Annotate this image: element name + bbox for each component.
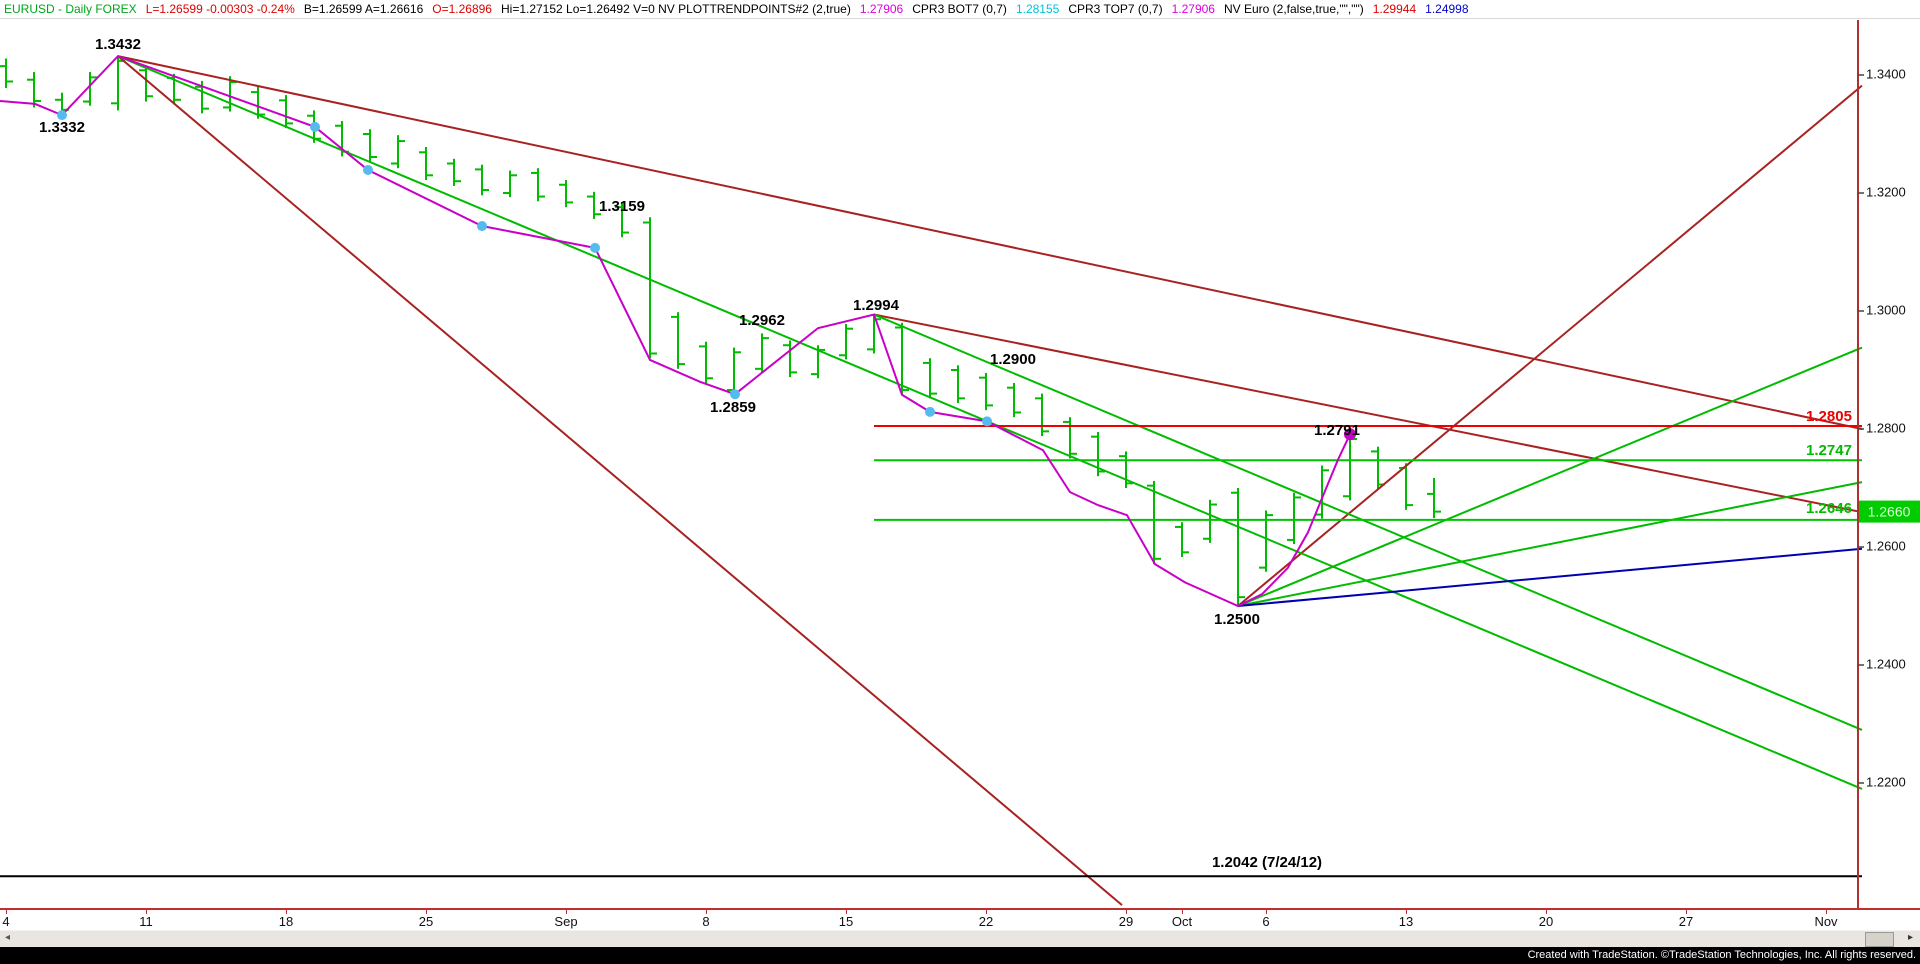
header-trendpoints-value: 1.27906 xyxy=(859,2,904,16)
red-uptrend-steep xyxy=(1237,84,1863,607)
red-downtrend-steep xyxy=(117,55,1123,906)
horizontal-scrollbar[interactable]: ◂ ▸ xyxy=(0,930,1920,947)
status-bar: Created with TradeStation. ©TradeStation… xyxy=(0,947,1920,964)
time-axis[interactable]: 4 11 18 25 Sep 8 15 22 29 Oct 6 13 20 27 Nov xyxy=(0,908,1920,930)
time-tick-label: 18 xyxy=(278,914,294,929)
price-tick-label: 1.3000 xyxy=(1866,302,1906,317)
time-tick-label: 27 xyxy=(1678,914,1694,929)
time-tick-label: 20 xyxy=(1538,914,1554,929)
time-tick xyxy=(146,910,147,914)
swing-point-dot xyxy=(730,389,740,400)
green-uptrend-steep xyxy=(1237,346,1863,607)
header-cpr3-top7: CPR3 TOP7 (0,7) xyxy=(1068,2,1163,16)
header-symbol-interval: EURUSD - Daily FOREX xyxy=(4,2,137,16)
time-tick xyxy=(1686,910,1687,914)
header-last-change: L=1.26599 -0.00303 -0.24% xyxy=(145,2,295,16)
time-tick-label: 25 xyxy=(418,914,434,929)
price-tick-label: 1.2800 xyxy=(1866,420,1906,435)
swing-point-dot xyxy=(477,221,487,232)
scroll-left-icon[interactable]: ◂ xyxy=(5,932,11,943)
price-tick-label: 1.2600 xyxy=(1866,538,1906,553)
price-annotation: 1.3432 xyxy=(95,36,141,53)
price-annotation: 1.2042 (7/24/12) xyxy=(1212,854,1322,871)
blue-uptrend xyxy=(1237,547,1863,607)
time-tick xyxy=(286,910,287,914)
price-annotation: 1.3159 xyxy=(599,198,645,215)
price-tick-label: 1.2400 xyxy=(1866,656,1906,671)
swing-point-dot xyxy=(310,121,320,132)
price-annotation: 1.2500 xyxy=(1214,611,1260,628)
green-uptrend-shallow xyxy=(1237,481,1863,607)
header-cpr3-bot7: CPR3 BOT7 (0,7) xyxy=(912,2,1007,16)
swing-point-dot xyxy=(590,242,600,253)
price-chart[interactable]: 1.3432 1.3332 1.3159 1.2962 1.2994 1.2859 1.29… xyxy=(0,20,1920,908)
swing-point-dot xyxy=(982,416,992,427)
price-tick-label: 1.3200 xyxy=(1866,184,1906,199)
time-tick-label: Oct xyxy=(1171,914,1193,929)
time-tick xyxy=(1266,910,1267,914)
swing-point-dot xyxy=(925,406,935,417)
time-tick xyxy=(706,910,707,914)
swing-point-dot xyxy=(363,164,373,175)
header-cpr3-top7-value: 1.27906 xyxy=(1171,2,1215,16)
latest-swing-dot xyxy=(1344,428,1356,441)
time-tick xyxy=(1546,910,1547,914)
time-tick-label: 22 xyxy=(978,914,994,929)
price-annotation: 1.2994 xyxy=(853,297,900,314)
time-tick-label: 15 xyxy=(838,914,854,929)
chart-header-status-line: EURUSD - Daily FOREX L=1.26599 -0.00303 -… xyxy=(0,0,1920,19)
time-tick-label: 6 xyxy=(1262,914,1270,929)
header-open: O=1.26896 xyxy=(432,2,492,16)
time-tick-label: 13 xyxy=(1398,914,1414,929)
price-annotation: 1.2962 xyxy=(739,312,785,329)
header-nv-euro-value-2: 1.24998 xyxy=(1425,2,1469,16)
time-tick-label: 11 xyxy=(139,914,153,929)
price-annotation: 1.2791 xyxy=(1314,422,1360,439)
header-bid-ask: B=1.26599 A=1.26616 xyxy=(303,2,424,16)
price-tick-label: 1.3400 xyxy=(1866,66,1906,81)
time-tick xyxy=(1126,910,1127,914)
time-tick xyxy=(566,910,567,914)
time-tick xyxy=(1406,910,1407,914)
time-tick xyxy=(1826,910,1827,914)
time-tick-label: 4 xyxy=(2,914,10,929)
green-downtrend-second xyxy=(873,313,1863,731)
copyright-text: Created with TradeStation. ©TradeStation… xyxy=(1527,949,1916,961)
time-tick-label: 8 xyxy=(702,914,710,929)
price-annotation: 1.2859 xyxy=(710,399,756,416)
time-tick xyxy=(986,910,987,914)
swing-trendpoint-line xyxy=(0,54,1351,608)
current-price-label: 1.2660 xyxy=(1868,503,1911,519)
price-annotation: 1.2747 xyxy=(1806,442,1852,459)
time-tick xyxy=(846,910,847,914)
header-cpr3-bot7-value: 1.28155 xyxy=(1015,2,1060,16)
time-tick-label: Sep xyxy=(554,914,578,929)
scroll-right-icon[interactable]: ▸ xyxy=(1907,932,1913,943)
price-annotation: 1.2805 xyxy=(1806,408,1852,425)
time-tick xyxy=(6,910,7,914)
price-tick-label: 1.2200 xyxy=(1866,774,1906,789)
red-downtrend-from-12994 xyxy=(873,313,1863,514)
time-tick xyxy=(1182,910,1183,914)
header-nv-euro: NV Euro (2,false,true,"","") xyxy=(1223,2,1364,16)
header-hi-lo-vol: Hi=1.27152 Lo=1.26492 V=0 NV PLOTTRENDPO… xyxy=(500,2,851,16)
price-annotation: 1.2646 xyxy=(1806,500,1852,517)
price-annotation: 1.2900 xyxy=(990,351,1036,368)
scrollbar-thumb[interactable] xyxy=(1865,932,1894,947)
time-tick-label: 29 xyxy=(1118,914,1134,929)
swing-point-dot xyxy=(57,110,67,121)
red-downtrend-shallow xyxy=(117,55,1863,430)
time-tick xyxy=(426,910,427,914)
time-tick-label: Nov xyxy=(1814,914,1838,929)
current-price-box xyxy=(1859,500,1920,523)
price-annotation: 1.3332 xyxy=(39,119,85,136)
header-nv-euro-value-1: 1.29944 xyxy=(1372,2,1417,16)
